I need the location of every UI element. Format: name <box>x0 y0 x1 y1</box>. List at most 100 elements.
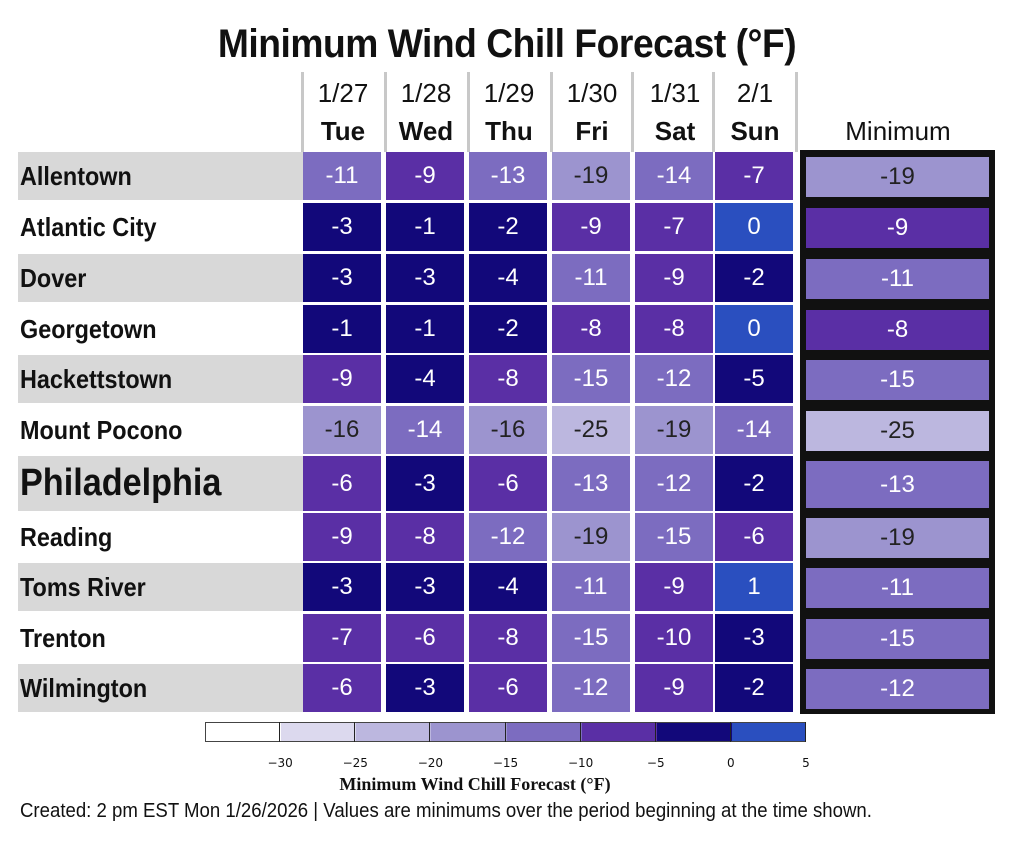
heatmap-cell: -11 <box>552 254 630 302</box>
heatmap-cell: -3 <box>303 563 381 611</box>
heatmap-cell: -19 <box>635 406 713 454</box>
heatmap-cell: -25 <box>552 406 630 454</box>
city-label: Atlantic City <box>20 212 157 242</box>
heatmap-cell: -3 <box>386 456 464 511</box>
minimum-cell: -12 <box>806 669 989 709</box>
minimum-cell: -25 <box>806 411 989 451</box>
heatmap-cell: -1 <box>386 203 464 251</box>
city-label: Georgetown <box>20 314 157 344</box>
heatmap-cell: -8 <box>469 355 547 403</box>
heatmap-cell: -5 <box>715 355 793 403</box>
heatmap-cell: -9 <box>303 355 381 403</box>
colorbar-bin <box>206 723 282 741</box>
heatmap-cell: -9 <box>635 563 713 611</box>
colorbar-tick-label: −20 <box>417 756 444 770</box>
minimum-cell: -13 <box>806 461 989 508</box>
heatmap-cell: -6 <box>386 614 464 662</box>
heatmap-cell: -9 <box>303 513 381 561</box>
heatmap-cell: -14 <box>386 406 464 454</box>
heatmap-cell: -3 <box>303 254 381 302</box>
column-separator <box>550 72 553 152</box>
city-row-band <box>18 254 303 302</box>
heatmap-cell: -12 <box>635 456 713 511</box>
heatmap-cell: -2 <box>715 664 793 712</box>
heatmap-cell: -9 <box>635 254 713 302</box>
heatmap-cell: -3 <box>386 664 464 712</box>
heatmap-cell: -9 <box>552 203 630 251</box>
heatmap-cell: -16 <box>303 406 381 454</box>
colorbar-bin <box>656 723 732 741</box>
colorbar-tick <box>805 722 806 742</box>
heatmap-cell: -15 <box>635 513 713 561</box>
colorbar-tick-label: −30 <box>267 756 293 770</box>
colorbar-tick <box>354 722 356 742</box>
column-separator <box>712 72 715 152</box>
city-row-band <box>18 563 303 611</box>
heatmap-cell: -3 <box>303 203 381 251</box>
heatmap-cell: -6 <box>469 456 547 511</box>
minimum-cell: -11 <box>806 259 989 299</box>
colorbar-tick-label: −5 <box>646 756 665 770</box>
heatmap-cell: -6 <box>469 664 547 712</box>
heatmap-cell: -3 <box>715 614 793 662</box>
colorbar-tick-label: −15 <box>492 756 519 770</box>
heatmap-cell: -9 <box>386 152 464 200</box>
heatmap-cell: 0 <box>715 305 793 353</box>
colorbar-bin <box>731 723 805 741</box>
minimum-cell: -19 <box>806 518 989 558</box>
heatmap-cell: -7 <box>715 152 793 200</box>
heatmap-cell: -4 <box>469 254 547 302</box>
city-label: Reading <box>20 522 113 552</box>
heatmap-cell: -7 <box>303 614 381 662</box>
minimum-cell: -19 <box>806 157 989 197</box>
heatmap-cell: -12 <box>469 513 547 561</box>
heatmap-cell: -13 <box>552 456 630 511</box>
minimum-cell: -9 <box>806 208 989 248</box>
city-label: Trenton <box>20 623 106 653</box>
column-date-0: 1/27 <box>317 78 369 108</box>
heatmap-cell: -13 <box>469 152 547 200</box>
column-day-5: Sun <box>730 116 780 146</box>
column-day-0: Tue <box>320 116 366 146</box>
colorbar-tick <box>429 722 431 742</box>
column-date-1: 1/28 <box>400 78 452 108</box>
colorbar-tick-label: 0 <box>727 756 735 770</box>
colorbar-tick-label: 5 <box>802 756 810 770</box>
city-label: Dover <box>20 263 87 293</box>
heatmap-cell: -4 <box>386 355 464 403</box>
heatmap-cell: -6 <box>303 456 381 511</box>
colorbar-tick-label: −10 <box>567 756 594 770</box>
heatmap-cell: -9 <box>635 664 713 712</box>
heatmap-cell: -3 <box>386 254 464 302</box>
minimum-cell: -11 <box>806 568 989 608</box>
heatmap-cell: -2 <box>715 254 793 302</box>
colorbar-bin <box>356 723 432 741</box>
chart-title: Minimum Wind Chill Forecast (°F) <box>217 22 797 66</box>
heatmap-cell: -6 <box>715 513 793 561</box>
city-label: Philadelphia <box>20 462 222 504</box>
column-date-3: 1/30 <box>566 78 618 108</box>
heatmap-cell: -11 <box>303 152 381 200</box>
colorbar-bin <box>581 723 657 741</box>
column-date-2: 1/29 <box>483 78 535 108</box>
city-label: Toms River <box>20 572 146 602</box>
colorbar-tick <box>279 722 281 742</box>
minimum-cell: -8 <box>806 310 989 350</box>
heatmap-cell: -6 <box>303 664 381 712</box>
heatmap-cell: -2 <box>715 456 793 511</box>
city-row-band <box>18 456 303 511</box>
heatmap-cell: -8 <box>386 513 464 561</box>
heatmap-cell: -15 <box>552 614 630 662</box>
heatmap-cell: -8 <box>469 614 547 662</box>
footer-note: Created: 2 pm EST Mon 1/26/2026 | Values… <box>20 800 872 822</box>
heatmap-cell: 1 <box>715 563 793 611</box>
colorbar-tick <box>729 722 731 742</box>
city-label: Mount Pocono <box>20 415 183 445</box>
column-day-1: Wed <box>398 116 454 146</box>
heatmap-cell: -14 <box>635 152 713 200</box>
city-row-band <box>18 664 303 712</box>
heatmap-cell: -19 <box>552 513 630 561</box>
column-date-4: 1/31 <box>649 78 701 108</box>
column-separator <box>384 72 387 152</box>
heatmap-cell: -14 <box>715 406 793 454</box>
